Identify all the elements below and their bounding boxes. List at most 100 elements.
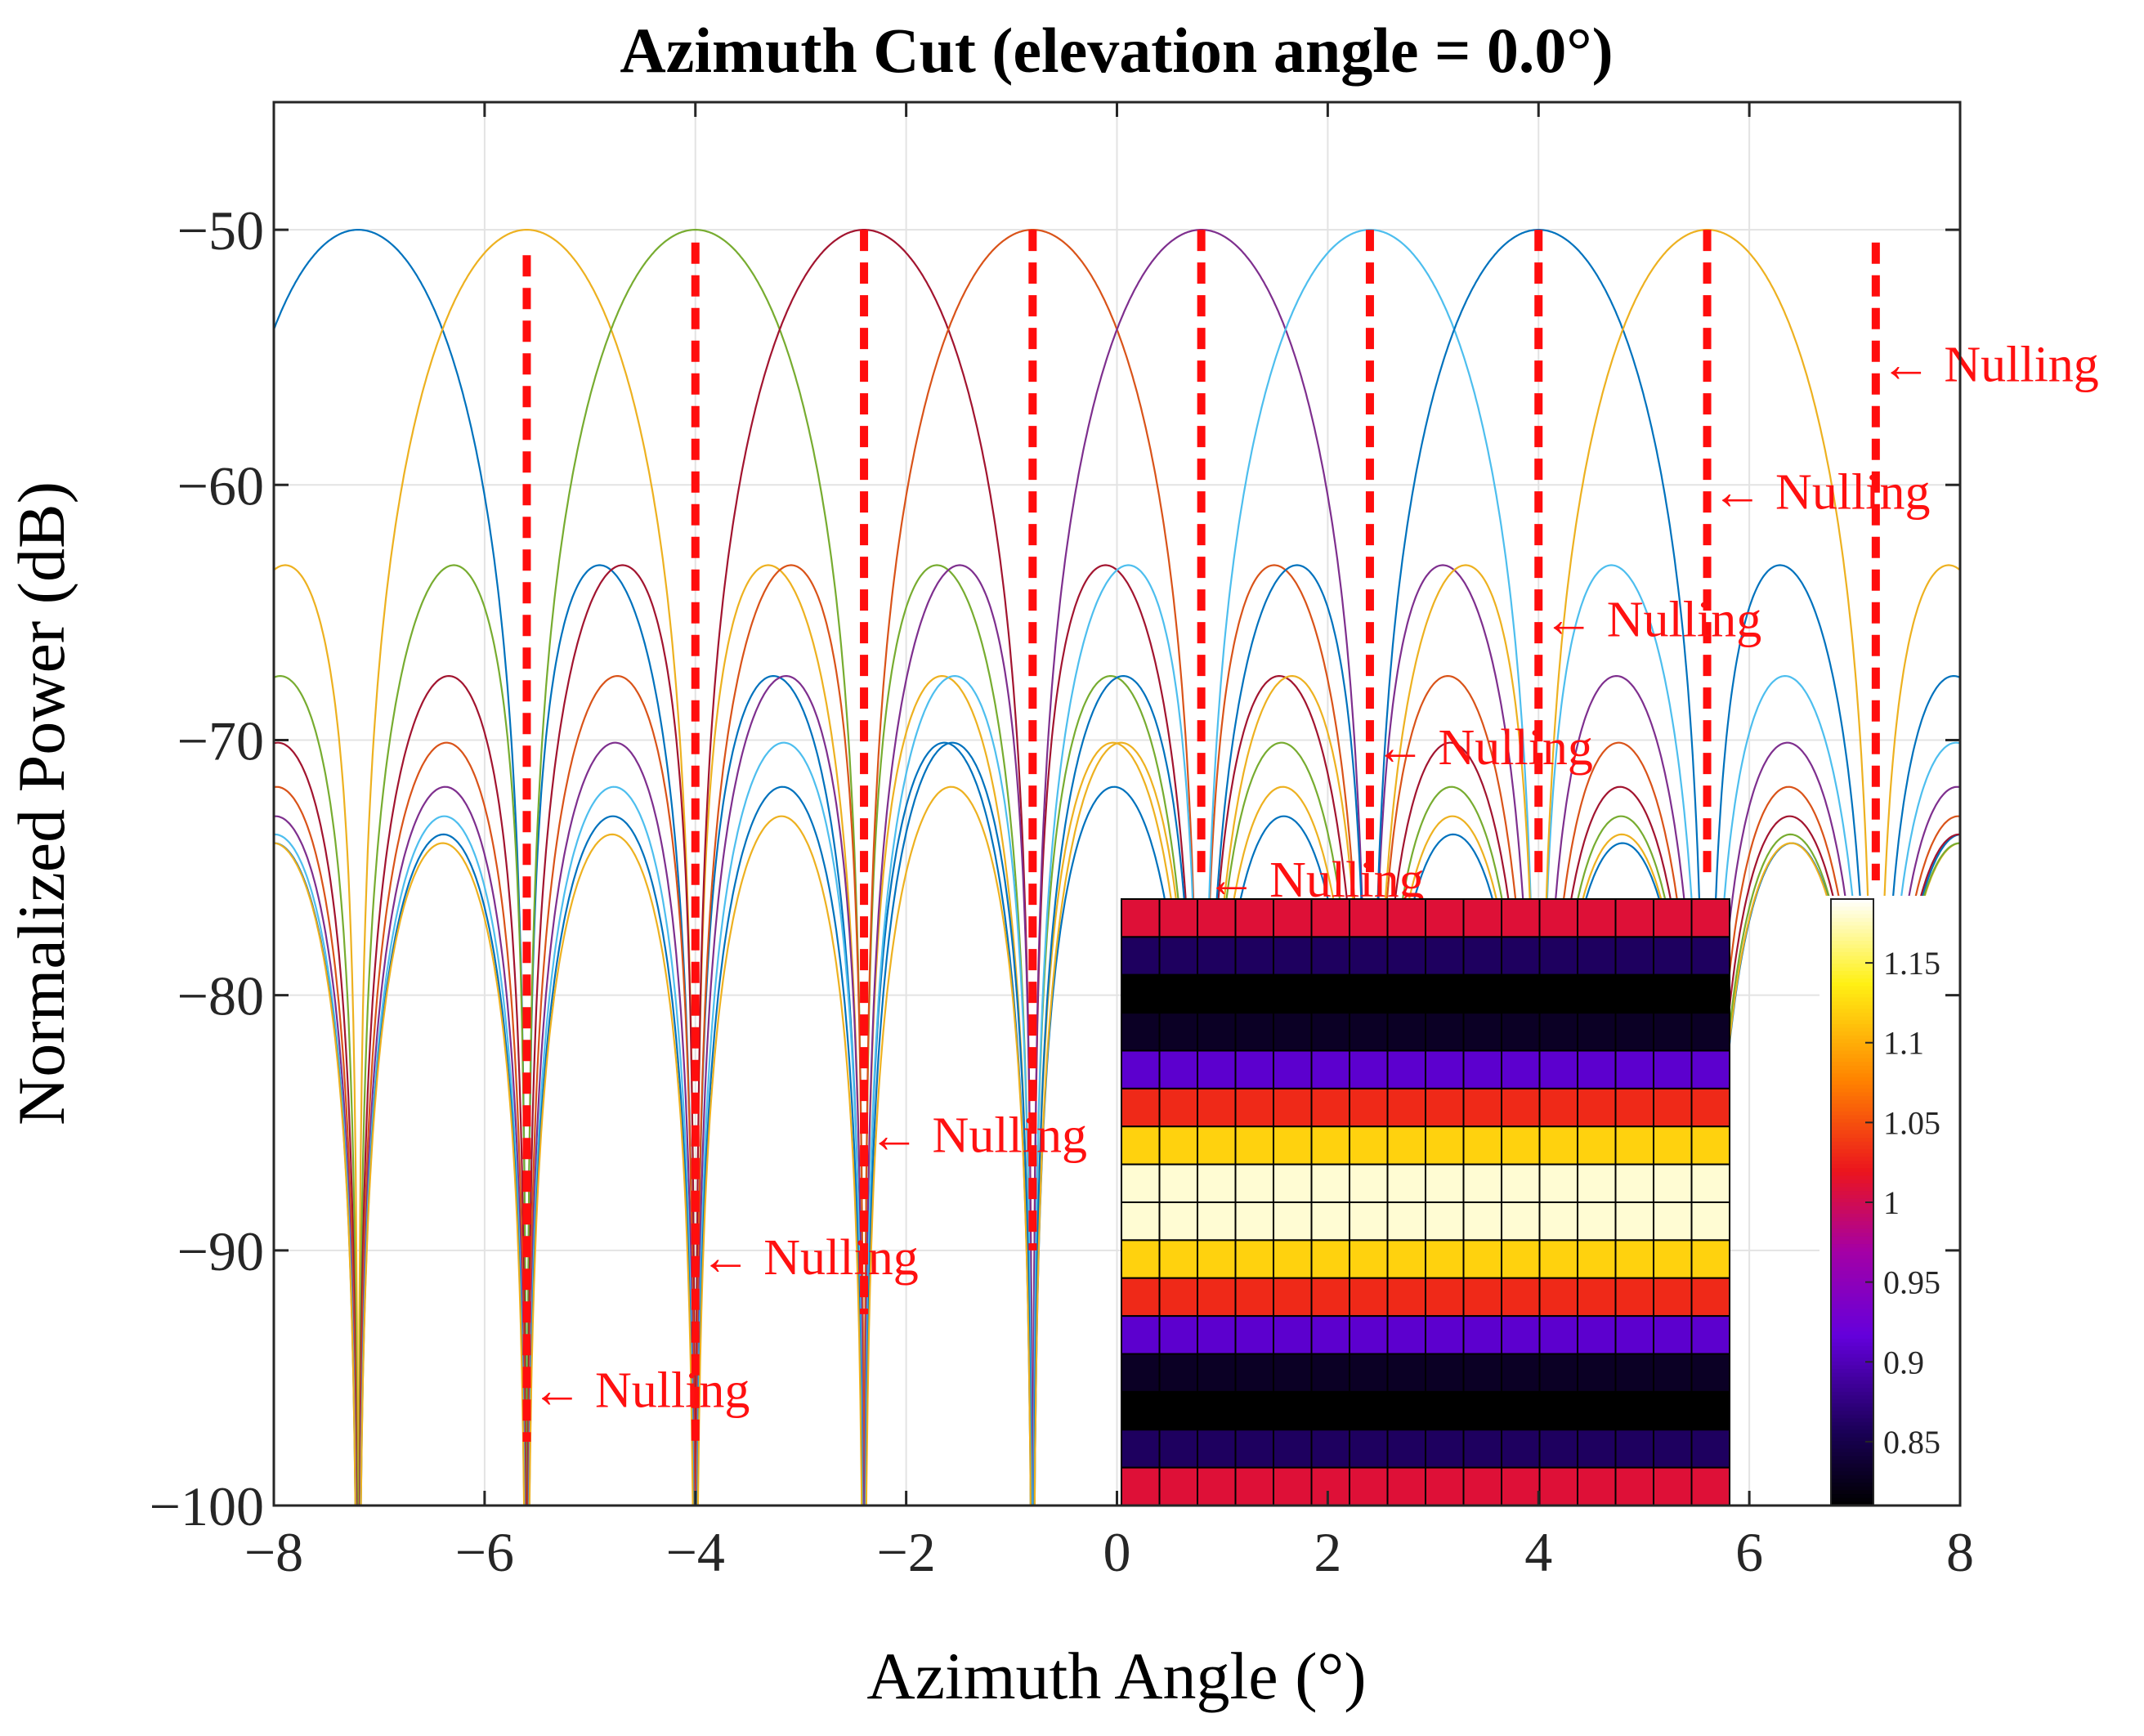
heatmap-cell-2-13 [1614,973,1654,1014]
heatmap-cell-9-0 [1121,1239,1161,1279]
heatmap-cell-2-10 [1501,973,1541,1014]
heatmap-cell-3-15 [1690,1012,1730,1052]
heatmap-cell-8-7 [1386,1201,1426,1242]
heatmap-cell-13-3 [1234,1390,1274,1431]
heatmap-cell-5-2 [1197,1087,1237,1128]
heatmap-cell-13-10 [1501,1390,1541,1431]
nulling-annotations: ← Nulling ← Nulling ← Nulling ← Nulling ← Nu… [531,338,2098,1419]
heatmap-cell-7-7 [1386,1163,1426,1203]
heatmap-cell-12-5 [1310,1353,1350,1393]
heatmap-cell-5-6 [1349,1087,1389,1128]
colorbar-segment-68 [1831,1157,1873,1161]
heatmap-cell-3-8 [1425,1012,1465,1052]
heatmap-cell-9-7 [1386,1239,1426,1279]
colorbar-segment-103 [1831,1289,1873,1295]
heatmap-cell-11-12 [1577,1315,1617,1355]
heatmap-cell-1-14 [1653,936,1693,976]
x-tick-label-2: −4 [666,1521,725,1583]
heatmap-cell-12-9 [1462,1353,1502,1393]
heatmap-cell-11-0 [1121,1315,1161,1355]
heatmap-cell-6-5 [1310,1125,1350,1166]
heatmap-cell-1-0 [1121,936,1161,976]
heatmap-cell-0-5 [1310,898,1350,938]
colorbar-segment-154 [1831,1483,1873,1488]
heatmap-cell-6-10 [1501,1125,1541,1166]
colorbar-segment-137 [1831,1418,1873,1423]
series-line-7 [274,229,1960,1506]
heatmap-cell-10-12 [1577,1277,1617,1318]
heatmap-cell-15-8 [1425,1466,1465,1506]
colorbar-segment-114 [1831,1331,1873,1336]
heatmap-cell-14-8 [1425,1429,1465,1469]
heatmap-cell-4-6 [1349,1049,1389,1089]
colorbar-segment-26 [1831,997,1873,1003]
heatmap-cell-4-10 [1501,1049,1541,1089]
colorbar-segment-61 [1831,1130,1873,1135]
heatmap-cell-6-11 [1538,1125,1578,1166]
colorbar-segment-17 [1831,963,1873,969]
nulling-annotation-1: ← Nulling [700,1230,919,1286]
colorbar-segment-133 [1831,1403,1873,1408]
colorbar-segment-65 [1831,1145,1873,1151]
colorbar-segment-121 [1831,1358,1873,1362]
colorbar-segment-125 [1831,1372,1873,1378]
heatmap-cell-8-4 [1273,1201,1313,1242]
y-axis-label: Normalized Power (dB) [4,481,78,1125]
colorbar-segment-134 [1831,1407,1873,1412]
colorbar-segment-119 [1831,1349,1873,1355]
heatmap-cell-4-14 [1653,1049,1693,1089]
heatmap-cell-2-9 [1462,973,1502,1014]
heatmap-cell-11-11 [1538,1315,1578,1355]
heatmap-cell-6-2 [1197,1125,1237,1166]
heatmap-cell-0-9 [1462,898,1502,938]
colorbar-segment-46 [1831,1073,1873,1078]
heatmap-cell-12-14 [1653,1353,1693,1393]
colorbar-segment-152 [1831,1474,1873,1480]
heatmap-cell-3-6 [1349,1012,1389,1052]
colorbar-segment-94 [1831,1255,1873,1260]
heatmap-cell-1-9 [1462,936,1502,976]
heatmap-cell-15-0 [1121,1466,1161,1506]
heatmap-cell-7-12 [1577,1163,1617,1203]
colorbar-segment-3 [1831,910,1873,915]
heatmap-cell-14-9 [1462,1429,1502,1469]
x-tick-label-1: −6 [455,1521,514,1583]
colorbar-segment-84 [1831,1217,1873,1223]
colorbar-segment-21 [1831,978,1873,984]
colorbar-segment-34 [1831,1027,1873,1033]
heatmap-cell-11-10 [1501,1315,1541,1355]
colorbar-segment-112 [1831,1323,1873,1329]
y-tick-label-4: −60 [177,454,264,517]
colorbar-segment-147 [1831,1456,1873,1461]
colorbar-segment-5 [1831,918,1873,923]
heatmap-cell-7-9 [1462,1163,1502,1203]
colorbar-segment-63 [1831,1138,1873,1143]
colorbar-segment-117 [1831,1342,1873,1348]
heatmap-cell-6-1 [1158,1125,1198,1166]
colorbar-segment-97 [1831,1266,1873,1272]
heatmap-cell-10-14 [1653,1277,1693,1318]
heatmap-cell-2-14 [1653,973,1693,1014]
colorbar-segment-45 [1831,1069,1873,1075]
heatmap-cell-11-2 [1197,1315,1237,1355]
colorbar-segment-149 [1831,1463,1873,1469]
heatmap-cell-6-14 [1653,1125,1693,1166]
colorbar-segment-72 [1831,1171,1873,1177]
heatmap-cell-14-12 [1577,1429,1617,1469]
colorbar-segment-58 [1831,1118,1873,1124]
heatmap-cell-8-3 [1234,1201,1274,1242]
colorbar-segment-153 [1831,1479,1873,1484]
heatmap-cell-2-3 [1234,973,1274,1014]
colorbar-segment-9 [1831,933,1873,938]
heatmap-cell-1-10 [1501,936,1541,976]
heatmap-cell-14-13 [1614,1429,1654,1469]
heatmap-cell-13-7 [1386,1390,1426,1431]
heatmap-cell-12-2 [1197,1353,1237,1393]
colorbar-segment-29 [1831,1009,1873,1014]
x-tick-label-3: −2 [876,1521,935,1583]
colorbar-segment-70 [1831,1164,1873,1170]
heatmap-cell-4-2 [1197,1049,1237,1089]
heatmap-cell-8-14 [1653,1201,1693,1242]
colorbar-segment-8 [1831,929,1873,934]
